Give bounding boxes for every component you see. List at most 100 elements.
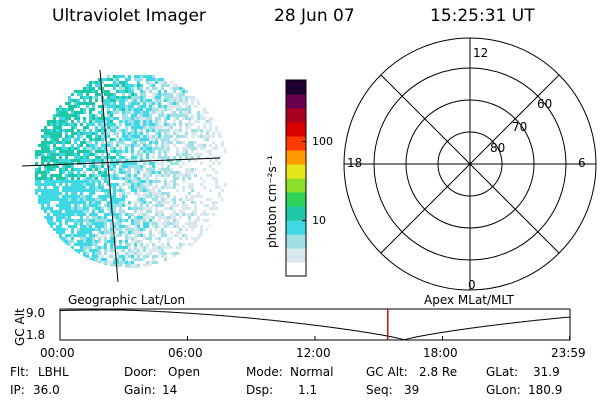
emission-pixel (152, 195, 155, 198)
emission-pixel (95, 129, 98, 132)
emission-pixel (131, 237, 134, 240)
emission-pixel (131, 264, 134, 267)
emission-pixel (89, 165, 92, 168)
emission-pixel (104, 147, 107, 150)
emission-pixel (71, 165, 74, 168)
emission-pixel (140, 120, 143, 123)
emission-pixel (146, 102, 149, 105)
emission-pixel (146, 153, 149, 156)
emission-pixel (119, 171, 122, 174)
dsp-value: 1.1 (298, 383, 318, 397)
emission-pixel (137, 168, 140, 171)
emission-pixel (209, 135, 212, 138)
seq-label: Seq: (366, 383, 393, 397)
emission-pixel (95, 216, 98, 219)
emission-pixel (185, 99, 188, 102)
emission-pixel (92, 90, 95, 93)
emission-pixel (170, 162, 173, 165)
emission-pixel (155, 237, 158, 240)
emission-pixel (59, 225, 62, 228)
emission-pixel (140, 90, 143, 93)
emission-pixel (71, 147, 74, 150)
emission-pixel (92, 120, 95, 123)
emission-pixel (65, 195, 68, 198)
emission-pixel (35, 192, 38, 195)
emission-pixel (122, 225, 125, 228)
emission-pixel (173, 252, 176, 255)
emission-pixel (89, 138, 92, 141)
emission-pixel (194, 219, 197, 222)
emission-pixel (140, 216, 143, 219)
emission-pixel (140, 156, 143, 159)
emission-pixel (71, 240, 74, 243)
emission-pixel (137, 225, 140, 228)
emission-pixel (161, 216, 164, 219)
emission-pixel (95, 81, 98, 84)
emission-pixel (77, 159, 80, 162)
emission-pixel (128, 108, 131, 111)
emission-pixel (191, 123, 194, 126)
emission-pixel (206, 213, 209, 216)
emission-pixel (47, 192, 50, 195)
emission-pixel (65, 102, 68, 105)
emission-pixel (146, 204, 149, 207)
emission-pixel (89, 240, 92, 243)
emission-pixel (65, 177, 68, 180)
emission-pixel (50, 183, 53, 186)
emission-pixel (59, 123, 62, 126)
emission-pixel (86, 150, 89, 153)
emission-pixel (128, 201, 131, 204)
emission-pixel (116, 96, 119, 99)
emission-pixel (56, 216, 59, 219)
emission-pixel (224, 183, 227, 186)
emission-pixel (191, 144, 194, 147)
emission-pixel (50, 225, 53, 228)
emission-pixel (77, 195, 80, 198)
emission-pixel (134, 144, 137, 147)
emission-pixel (149, 216, 152, 219)
emission-pixel (59, 207, 62, 210)
emission-pixel (101, 144, 104, 147)
emission-pixel (104, 225, 107, 228)
emission-pixel (128, 207, 131, 210)
emission-pixel (218, 162, 221, 165)
emission-pixel (68, 174, 71, 177)
emission-pixel (77, 90, 80, 93)
emission-pixel (200, 132, 203, 135)
emission-pixel (89, 189, 92, 192)
emission-pixel (119, 192, 122, 195)
emission-pixel (134, 138, 137, 141)
emission-pixel (191, 222, 194, 225)
emission-pixel (164, 198, 167, 201)
emission-pixel (137, 180, 140, 183)
emission-pixel (137, 228, 140, 231)
emission-pixel (107, 231, 110, 234)
emission-pixel (170, 126, 173, 129)
emission-pixel (44, 192, 47, 195)
emission-pixel (209, 153, 212, 156)
emission-pixel (53, 114, 56, 117)
emission-pixel (86, 135, 89, 138)
emission-pixel (170, 231, 173, 234)
emission-pixel (128, 123, 131, 126)
emission-pixel (176, 219, 179, 222)
emission-pixel (164, 174, 167, 177)
emission-pixel (68, 150, 71, 153)
emission-pixel (191, 213, 194, 216)
emission-pixel (71, 171, 74, 174)
emission-pixel (182, 150, 185, 153)
emission-pixel (125, 243, 128, 246)
emission-pixel (140, 186, 143, 189)
emission-pixel (158, 195, 161, 198)
emission-pixel (212, 162, 215, 165)
emission-pixel (143, 180, 146, 183)
emission-pixel (167, 96, 170, 99)
emission-pixel (158, 114, 161, 117)
emission-pixel (140, 180, 143, 183)
emission-pixel (161, 222, 164, 225)
emission-pixel (167, 201, 170, 204)
emission-pixel (140, 198, 143, 201)
emission-pixel (116, 126, 119, 129)
emission-pixel (164, 252, 167, 255)
emission-pixel (176, 189, 179, 192)
